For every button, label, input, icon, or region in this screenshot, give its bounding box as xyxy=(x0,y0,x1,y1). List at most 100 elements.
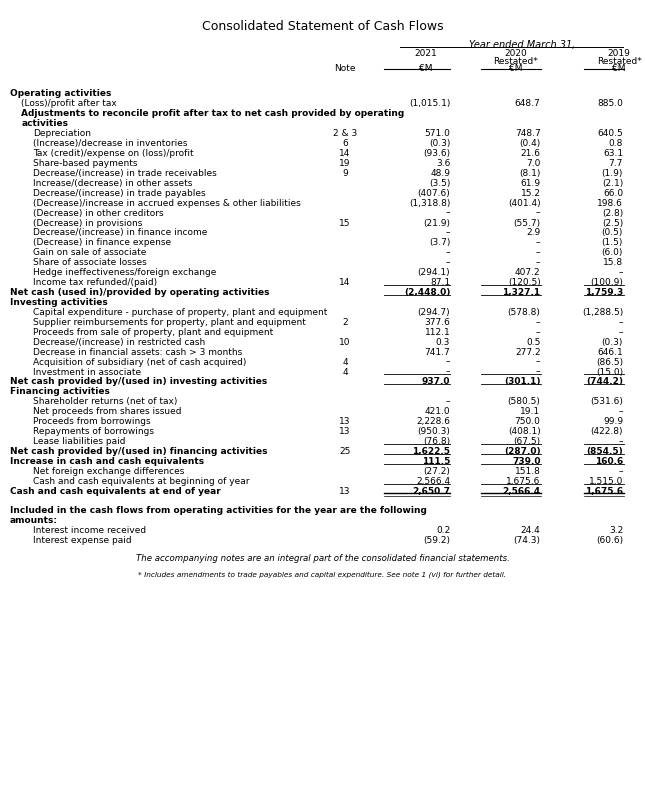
Text: 10: 10 xyxy=(339,338,351,347)
Text: 9: 9 xyxy=(342,169,348,178)
Text: (2,448.0): (2,448.0) xyxy=(404,288,450,297)
Text: Net cash provided by/(used in) investing activities: Net cash provided by/(used in) investing… xyxy=(10,377,267,386)
Text: (Decrease) in finance expense: (Decrease) in finance expense xyxy=(33,239,171,247)
Text: –: – xyxy=(619,467,623,476)
Text: Interest income received: Interest income received xyxy=(33,526,146,535)
Text: (407.6): (407.6) xyxy=(417,188,450,198)
Text: €M: €M xyxy=(419,64,432,73)
Text: (422.8): (422.8) xyxy=(591,427,623,437)
Text: –: – xyxy=(446,208,450,218)
Text: (100.9): (100.9) xyxy=(590,279,623,287)
Text: 421.0: 421.0 xyxy=(424,407,450,417)
Text: 99.9: 99.9 xyxy=(603,417,623,426)
Text: 2021: 2021 xyxy=(414,49,437,58)
Text: 2,650.7: 2,650.7 xyxy=(412,487,450,496)
Text: Hedge ineffectiveness/foreign exchange: Hedge ineffectiveness/foreign exchange xyxy=(33,268,216,277)
Text: 19: 19 xyxy=(339,159,351,168)
Text: 0.3: 0.3 xyxy=(436,338,450,347)
Text: activities: activities xyxy=(21,119,68,128)
Text: Decrease/(increase) in trade payables: Decrease/(increase) in trade payables xyxy=(33,188,206,198)
Text: Year ended March 31,: Year ended March 31, xyxy=(470,40,575,50)
Text: 4: 4 xyxy=(342,368,348,377)
Text: (744.2): (744.2) xyxy=(586,377,623,386)
Text: 2.9: 2.9 xyxy=(526,228,541,238)
Text: (Loss)/profit after tax: (Loss)/profit after tax xyxy=(21,99,117,109)
Text: 739.0: 739.0 xyxy=(512,457,541,466)
Text: 2: 2 xyxy=(342,318,348,327)
Text: Repayments of borrowings: Repayments of borrowings xyxy=(33,427,154,437)
Text: 112.1: 112.1 xyxy=(424,328,450,337)
Text: 24.4: 24.4 xyxy=(521,526,541,535)
Text: Share of associate losses: Share of associate losses xyxy=(33,259,146,267)
Text: Shareholder returns (net of tax): Shareholder returns (net of tax) xyxy=(33,397,177,406)
Text: Included in the cash flows from operating activities for the year are the follow: Included in the cash flows from operatin… xyxy=(10,506,426,516)
Text: Share-based payments: Share-based payments xyxy=(33,159,137,168)
Text: (60.6): (60.6) xyxy=(596,536,623,545)
Text: Restated*: Restated* xyxy=(493,57,539,66)
Text: Consolidated Statement of Cash Flows: Consolidated Statement of Cash Flows xyxy=(202,20,443,33)
Text: –: – xyxy=(446,397,450,406)
Text: 14: 14 xyxy=(339,149,351,158)
Text: 1,759.3: 1,759.3 xyxy=(585,288,623,297)
Text: Lease liabilities paid: Lease liabilities paid xyxy=(33,437,125,446)
Text: –: – xyxy=(619,437,623,446)
Text: 15.2: 15.2 xyxy=(521,188,541,198)
Text: 48.9: 48.9 xyxy=(430,169,450,178)
Text: –: – xyxy=(619,268,623,277)
Text: Decrease/(increase) in finance income: Decrease/(increase) in finance income xyxy=(33,228,207,238)
Text: –: – xyxy=(536,208,541,218)
Text: 1,675.6: 1,675.6 xyxy=(506,477,541,486)
Text: 7.0: 7.0 xyxy=(526,159,541,168)
Text: (0.3): (0.3) xyxy=(429,139,450,148)
Text: (578.8): (578.8) xyxy=(508,308,541,317)
Text: Operating activities: Operating activities xyxy=(10,89,111,98)
Text: (1,015.1): (1,015.1) xyxy=(409,99,450,109)
Text: (854.5): (854.5) xyxy=(586,447,623,456)
Text: 19.1: 19.1 xyxy=(521,407,541,417)
Text: –: – xyxy=(619,328,623,337)
Text: (1.5): (1.5) xyxy=(602,239,623,247)
Text: Proceeds from borrowings: Proceeds from borrowings xyxy=(33,417,150,426)
Text: 25: 25 xyxy=(339,447,351,456)
Text: Supplier reimbursements for property, plant and equipment: Supplier reimbursements for property, pl… xyxy=(33,318,306,327)
Text: (76.8): (76.8) xyxy=(423,437,450,446)
Text: 21.6: 21.6 xyxy=(521,149,541,158)
Text: 277.2: 277.2 xyxy=(515,348,541,357)
Text: (287.0): (287.0) xyxy=(504,447,541,456)
Text: Depreciation: Depreciation xyxy=(33,129,91,138)
Text: €M: €M xyxy=(613,64,626,73)
Text: 63.1: 63.1 xyxy=(603,149,623,158)
Text: (950.3): (950.3) xyxy=(417,427,450,437)
Text: 61.9: 61.9 xyxy=(521,179,541,188)
Text: Investing activities: Investing activities xyxy=(10,298,108,307)
Text: 748.7: 748.7 xyxy=(515,129,541,138)
Text: Interest expense paid: Interest expense paid xyxy=(33,536,132,545)
Text: Income tax refunded/(paid): Income tax refunded/(paid) xyxy=(33,279,157,287)
Text: –: – xyxy=(446,259,450,267)
Text: Net cash provided by/(used in) financing activities: Net cash provided by/(used in) financing… xyxy=(10,447,267,456)
Text: 1,622.5: 1,622.5 xyxy=(412,447,450,456)
Text: –: – xyxy=(536,328,541,337)
Text: 15.8: 15.8 xyxy=(603,259,623,267)
Text: 937.0: 937.0 xyxy=(422,377,450,386)
Text: 750.0: 750.0 xyxy=(515,417,541,426)
Text: (1.9): (1.9) xyxy=(602,169,623,178)
Text: –: – xyxy=(446,358,450,366)
Text: 377.6: 377.6 xyxy=(424,318,450,327)
Text: 407.2: 407.2 xyxy=(515,268,541,277)
Text: (301.1): (301.1) xyxy=(504,377,541,386)
Text: (401.4): (401.4) xyxy=(508,199,541,207)
Text: 0.5: 0.5 xyxy=(526,338,541,347)
Text: €M: €M xyxy=(510,64,522,73)
Text: 3.2: 3.2 xyxy=(609,526,623,535)
Text: –: – xyxy=(536,259,541,267)
Text: (Decrease)/increase in accrued expenses & other liabilities: (Decrease)/increase in accrued expenses … xyxy=(33,199,301,207)
Text: amounts:: amounts: xyxy=(10,516,57,525)
Text: Proceeds from sale of property, plant and equipment: Proceeds from sale of property, plant an… xyxy=(33,328,273,337)
Text: 0.8: 0.8 xyxy=(609,139,623,148)
Text: Net foreign exchange differences: Net foreign exchange differences xyxy=(33,467,184,476)
Text: Restated*: Restated* xyxy=(597,57,642,66)
Text: Decrease in financial assets: cash > 3 months: Decrease in financial assets: cash > 3 m… xyxy=(33,348,242,357)
Text: Adjustments to reconcile profit after tax to net cash provided by operating: Adjustments to reconcile profit after ta… xyxy=(21,109,404,118)
Text: (67.5): (67.5) xyxy=(513,437,541,446)
